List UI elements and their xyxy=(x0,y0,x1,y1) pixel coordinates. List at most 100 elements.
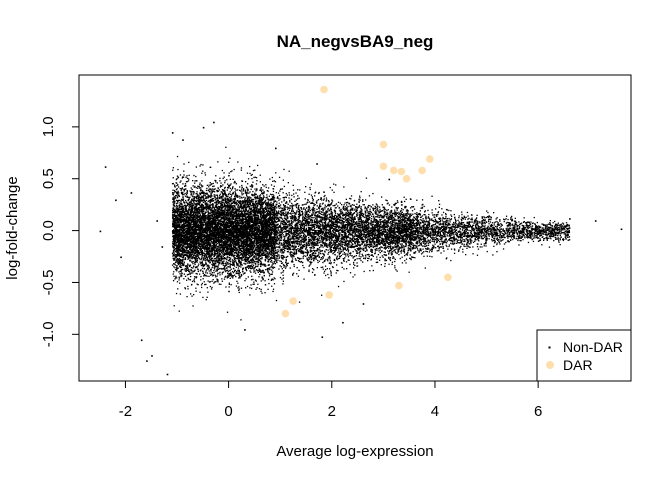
nondar-point xyxy=(321,199,323,201)
nondar-point xyxy=(291,223,293,225)
nondar-point xyxy=(428,251,431,253)
nondar-point xyxy=(384,207,386,209)
nondar-point xyxy=(388,229,390,232)
nondar-point xyxy=(321,294,323,296)
nondar-point xyxy=(393,230,395,233)
nondar-point xyxy=(350,209,352,211)
nondar-point xyxy=(196,283,198,285)
nondar-point xyxy=(380,246,383,248)
nondar-point xyxy=(258,262,260,264)
nondar-point xyxy=(404,205,406,208)
nondar-point xyxy=(217,248,219,250)
nondar-point xyxy=(533,233,535,235)
nondar-point xyxy=(177,191,179,193)
nondar-point xyxy=(454,223,456,225)
nondar-point xyxy=(268,267,270,270)
nondar-point xyxy=(212,188,214,190)
nondar-point xyxy=(485,239,487,241)
nondar-point xyxy=(243,218,245,220)
nondar-point xyxy=(482,238,485,240)
nondar-point xyxy=(427,217,429,219)
nondar-point xyxy=(284,249,286,252)
nondar-point xyxy=(287,262,289,264)
nondar-point xyxy=(225,261,228,263)
nondar-point xyxy=(323,217,325,219)
nondar-point xyxy=(280,224,282,226)
nondar-point xyxy=(208,191,211,193)
nondar-point xyxy=(450,229,452,232)
nondar-point xyxy=(193,186,195,188)
nondar-point xyxy=(235,240,237,242)
nondar-point xyxy=(209,201,211,203)
nondar-point xyxy=(439,228,441,230)
nondar-point xyxy=(437,214,439,216)
nondar-point xyxy=(392,234,394,236)
nondar-point xyxy=(269,252,271,254)
nondar-point xyxy=(238,289,240,291)
nondar-point xyxy=(466,227,468,229)
nondar-point xyxy=(218,251,220,253)
nondar-point xyxy=(186,190,189,193)
nondar-point xyxy=(221,271,224,274)
nondar-point xyxy=(312,229,314,231)
nondar-point xyxy=(212,265,214,267)
nondar-point xyxy=(203,275,205,277)
nondar-point xyxy=(368,239,370,241)
nondar-point xyxy=(428,217,430,219)
nondar-point xyxy=(287,203,289,205)
nondar-point xyxy=(355,238,357,240)
nondar-point xyxy=(496,217,498,219)
nondar-point xyxy=(240,215,242,217)
nondar-point xyxy=(504,219,506,221)
nondar-point xyxy=(450,226,452,228)
nondar-point xyxy=(238,277,240,279)
nondar-point xyxy=(286,262,288,265)
nondar-point xyxy=(557,237,559,239)
nondar-point xyxy=(188,214,190,216)
nondar-point xyxy=(361,210,363,212)
nondar-point xyxy=(498,240,500,243)
nondar-point xyxy=(413,219,416,222)
nondar-point xyxy=(317,240,320,242)
nondar-point xyxy=(257,261,260,263)
nondar-point xyxy=(438,221,441,223)
nondar-point xyxy=(247,206,249,208)
nondar-point xyxy=(340,211,342,213)
nondar-point xyxy=(398,242,400,244)
nondar-point xyxy=(190,219,192,221)
nondar-point xyxy=(195,244,197,246)
nondar-point xyxy=(266,252,268,255)
nondar-point xyxy=(175,251,178,253)
nondar-point xyxy=(546,229,548,231)
nondar-point xyxy=(303,236,305,238)
nondar-point xyxy=(256,243,258,245)
nondar-point xyxy=(397,230,400,232)
nondar-point xyxy=(303,245,305,247)
nondar-point xyxy=(395,240,397,243)
nondar-point xyxy=(277,239,279,242)
nondar-point xyxy=(218,254,221,256)
nondar-point xyxy=(342,222,344,224)
nondar-point xyxy=(228,219,230,221)
nondar-point xyxy=(182,252,185,254)
nondar-point xyxy=(335,249,337,251)
nondar-point xyxy=(238,286,240,288)
nondar-point xyxy=(286,235,288,237)
nondar-point xyxy=(338,244,340,246)
nondar-point xyxy=(462,226,464,228)
nondar-point xyxy=(194,218,196,220)
nondar-point xyxy=(323,216,325,219)
nondar-point xyxy=(384,248,387,250)
nondar-point xyxy=(247,205,250,207)
nondar-point xyxy=(308,228,310,230)
nondar-point xyxy=(232,178,234,180)
nondar-point xyxy=(448,217,450,220)
nondar-point xyxy=(334,243,337,245)
nondar-point xyxy=(193,236,195,238)
nondar-point xyxy=(193,278,196,280)
nondar-point xyxy=(241,201,243,203)
nondar-point xyxy=(235,235,237,237)
nondar-point xyxy=(195,187,197,189)
nondar-point xyxy=(240,275,242,277)
nondar-point xyxy=(363,239,365,241)
